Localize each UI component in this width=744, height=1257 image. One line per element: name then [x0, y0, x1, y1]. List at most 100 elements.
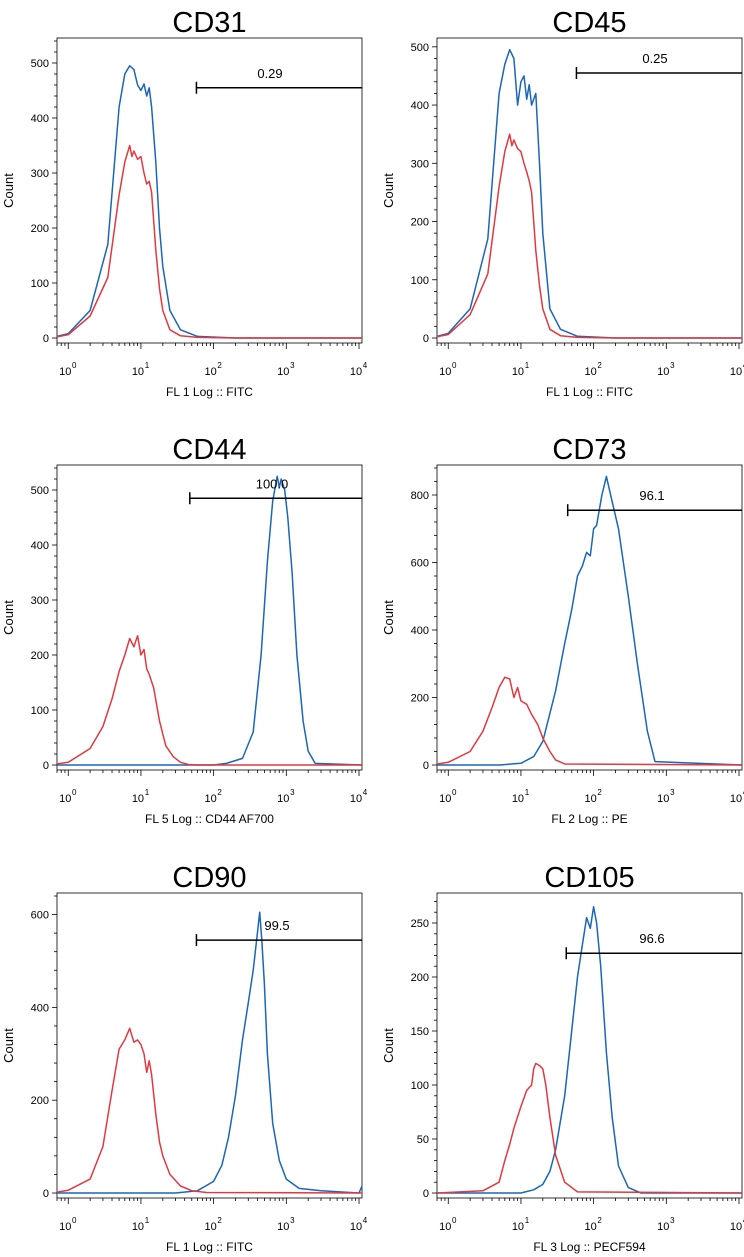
panel-cd44: CD440100200300400500Count100101102103104…	[1, 434, 368, 826]
x-tick-label: 10	[730, 1221, 742, 1233]
y-tick-label: 0	[43, 1188, 49, 1200]
x-tick-exponent: 4	[743, 1216, 744, 1225]
panel-title: CD105	[544, 862, 634, 894]
x-tick-label: 10	[439, 366, 451, 378]
x-tick-exponent: 0	[72, 788, 77, 797]
x-axis-label: FL 3 Log :: PECF594	[533, 1240, 646, 1254]
histogram-stained	[57, 911, 363, 1194]
x-tick-exponent: 2	[217, 361, 222, 370]
histogram-stained	[437, 906, 742, 1194]
histogram-stained	[56, 65, 362, 339]
histogram-control	[56, 1027, 363, 1194]
y-tick-label: 0	[43, 333, 49, 345]
x-tick-label: 10	[350, 793, 362, 805]
x-tick-exponent: 0	[452, 361, 457, 370]
x-tick-exponent: 0	[72, 1216, 77, 1225]
histogram-control	[56, 635, 362, 766]
x-tick-exponent: 1	[525, 1216, 530, 1225]
gate-percentage: 100.0	[256, 476, 289, 491]
x-tick-label: 10	[132, 1221, 144, 1233]
x-tick-label: 10	[730, 793, 742, 805]
x-tick-label: 10	[730, 366, 742, 378]
x-tick-label: 10	[439, 793, 451, 805]
x-tick-label: 10	[512, 1221, 524, 1233]
y-tick-label: 500	[31, 58, 49, 70]
y-axis-label: Count	[381, 173, 396, 208]
x-tick-exponent: 4	[743, 361, 744, 370]
y-tick-label: 800	[411, 490, 429, 502]
histogram-control	[56, 144, 362, 339]
y-tick-label: 600	[411, 558, 429, 570]
x-tick-label: 10	[277, 1221, 289, 1233]
x-tick-label: 10	[205, 1221, 217, 1233]
x-tick-exponent: 0	[72, 361, 77, 370]
x-tick-exponent: 2	[217, 788, 222, 797]
x-axis-label: FL 5 Log :: CD44 AF700	[145, 812, 274, 826]
x-tick-exponent: 4	[363, 361, 368, 370]
panel-title: CD90	[172, 862, 246, 894]
x-tick-label: 10	[132, 793, 144, 805]
x-tick-label: 10	[59, 1221, 71, 1233]
y-tick-label: 250	[411, 918, 429, 930]
panel-cd45: CD450100200300400500Count100101102103104…	[381, 7, 744, 399]
y-tick-label: 200	[31, 1095, 49, 1107]
y-tick-label: 200	[411, 217, 429, 229]
x-tick-exponent: 0	[452, 788, 457, 797]
plot-frame	[56, 37, 363, 344]
x-tick-exponent: 1	[145, 1216, 150, 1225]
x-tick-exponent: 1	[525, 788, 530, 797]
x-tick-exponent: 4	[363, 1216, 368, 1225]
panel-cd31: CD310100200300400500Count100101102103104…	[1, 7, 368, 399]
y-axis-label: Count	[1, 600, 16, 635]
x-tick-label: 10	[350, 366, 362, 378]
x-tick-exponent: 2	[597, 1216, 602, 1225]
x-tick-label: 10	[585, 793, 597, 805]
x-tick-label: 10	[657, 793, 669, 805]
y-tick-label: 150	[411, 1026, 429, 1038]
x-tick-exponent: 3	[670, 361, 675, 370]
x-tick-label: 10	[512, 366, 524, 378]
x-tick-exponent: 1	[145, 788, 150, 797]
x-axis-label: FL 1 Log :: FITC	[166, 385, 253, 399]
x-tick-label: 10	[585, 366, 597, 378]
histogram-stained	[436, 48, 742, 339]
panel-cd105: CD105050100150200250Count100101102103104…	[381, 862, 744, 1254]
y-tick-label: 100	[31, 705, 49, 717]
y-tick-label: 0	[423, 760, 429, 772]
x-tick-label: 10	[59, 366, 71, 378]
x-tick-label: 10	[277, 366, 289, 378]
x-tick-exponent: 2	[597, 361, 602, 370]
gate-percentage: 96.6	[639, 931, 664, 946]
histogram-control	[436, 676, 743, 766]
histogram-stained	[437, 475, 743, 766]
x-tick-exponent: 1	[525, 361, 530, 370]
panel-title: CD45	[552, 7, 626, 39]
x-tick-label: 10	[585, 1221, 597, 1233]
x-tick-exponent: 3	[670, 788, 675, 797]
histogram-control	[436, 133, 742, 339]
x-axis-label: FL 1 Log :: FITC	[546, 385, 633, 399]
y-tick-label: 200	[411, 972, 429, 984]
x-tick-label: 10	[350, 1221, 362, 1233]
panel-cd73: CD730200400600800Count100101102103104FL …	[381, 434, 744, 826]
y-tick-label: 400	[31, 1002, 49, 1014]
x-axis-label: FL 1 Log :: FITC	[166, 1240, 253, 1254]
y-tick-label: 200	[411, 693, 429, 705]
y-tick-label: 100	[411, 275, 429, 287]
y-tick-label: 200	[31, 650, 49, 662]
x-tick-exponent: 3	[290, 361, 295, 370]
panel-title: CD31	[172, 7, 246, 39]
x-tick-exponent: 2	[597, 788, 602, 797]
gate-percentage: 96.1	[639, 488, 664, 503]
x-tick-label: 10	[132, 366, 144, 378]
x-tick-label: 10	[59, 793, 71, 805]
y-tick-label: 400	[31, 540, 49, 552]
plot-frame	[56, 892, 363, 1199]
y-tick-label: 0	[43, 760, 49, 772]
y-tick-label: 100	[411, 1080, 429, 1092]
y-axis-label: Count	[381, 600, 396, 635]
y-tick-label: 0	[423, 1188, 429, 1200]
histogram-stained	[57, 475, 363, 766]
